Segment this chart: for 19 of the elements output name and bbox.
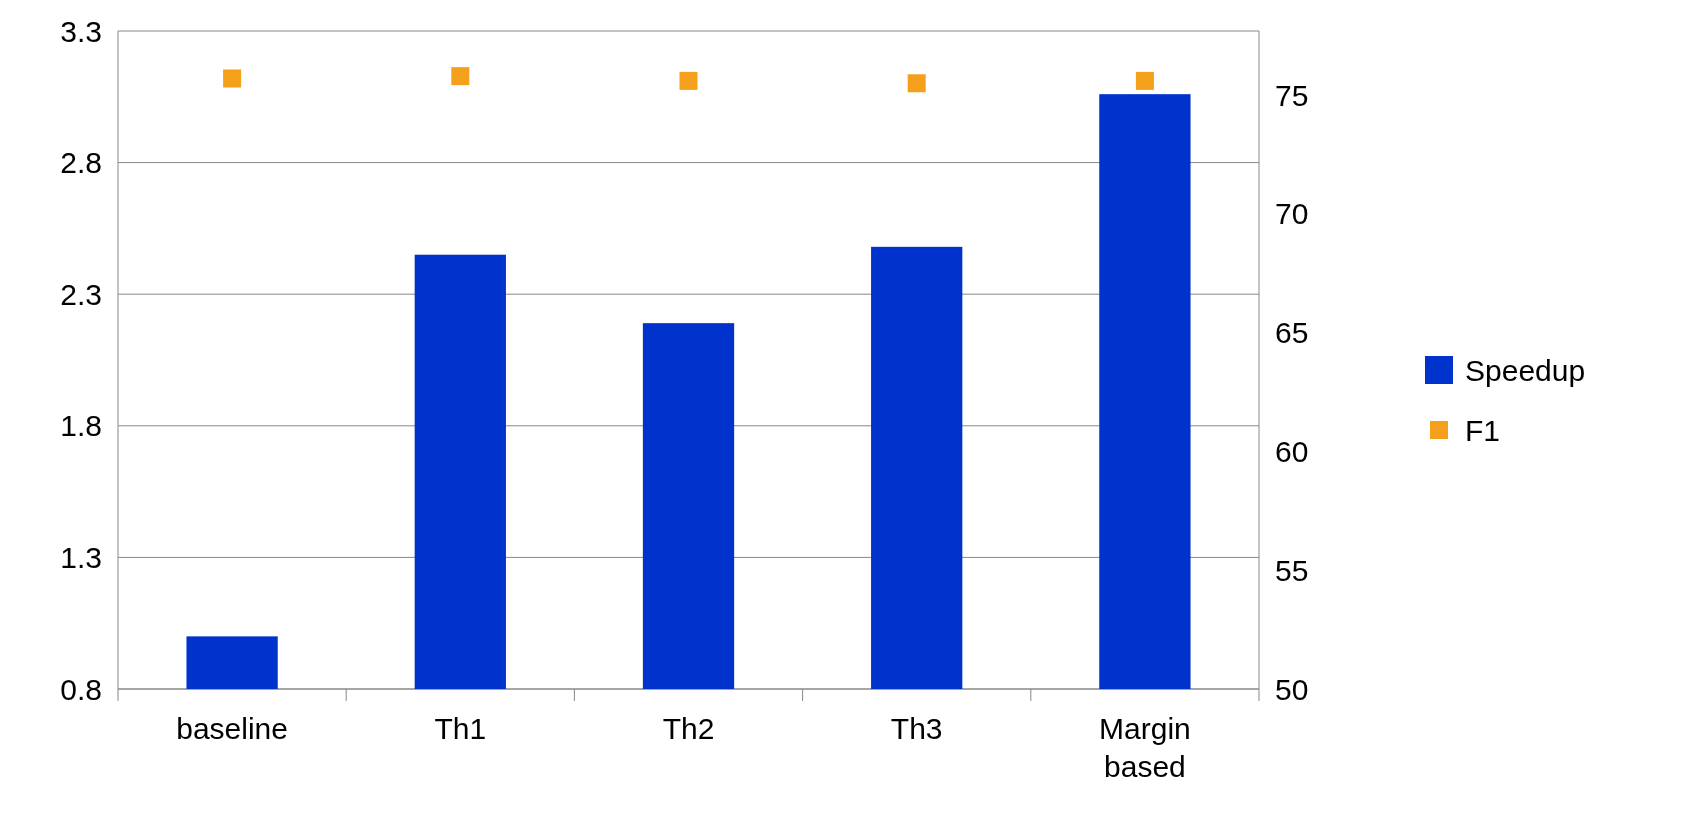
y2-tick-label: 65	[1275, 316, 1309, 350]
x-tick-label: Th3	[890, 712, 943, 745]
y-tick-label: 1.8	[60, 409, 102, 443]
x-tick-label: baseline	[176, 712, 288, 745]
x-tick-label: Th2	[662, 712, 715, 745]
y-tick-label: 3.3	[60, 14, 102, 48]
y2-tick-label: 50	[1275, 672, 1309, 706]
x-tick-label: Th1	[434, 712, 487, 745]
y-tick-label: 2.8	[60, 146, 102, 180]
y-tick-label: 1.3	[60, 540, 102, 574]
x-tick-label: Margin based	[1099, 712, 1191, 783]
y-tick-label: 2.3	[60, 277, 102, 311]
y2-tick-label: 75	[1275, 78, 1309, 112]
legend-label: Speedup	[1465, 353, 1586, 387]
legend-label: F1	[1465, 413, 1501, 447]
y2-tick-label: 70	[1275, 197, 1309, 231]
y2-tick-label: 60	[1275, 434, 1309, 468]
y2-tick-label: 55	[1275, 553, 1309, 587]
y-tick-label: 0.8	[60, 672, 102, 706]
